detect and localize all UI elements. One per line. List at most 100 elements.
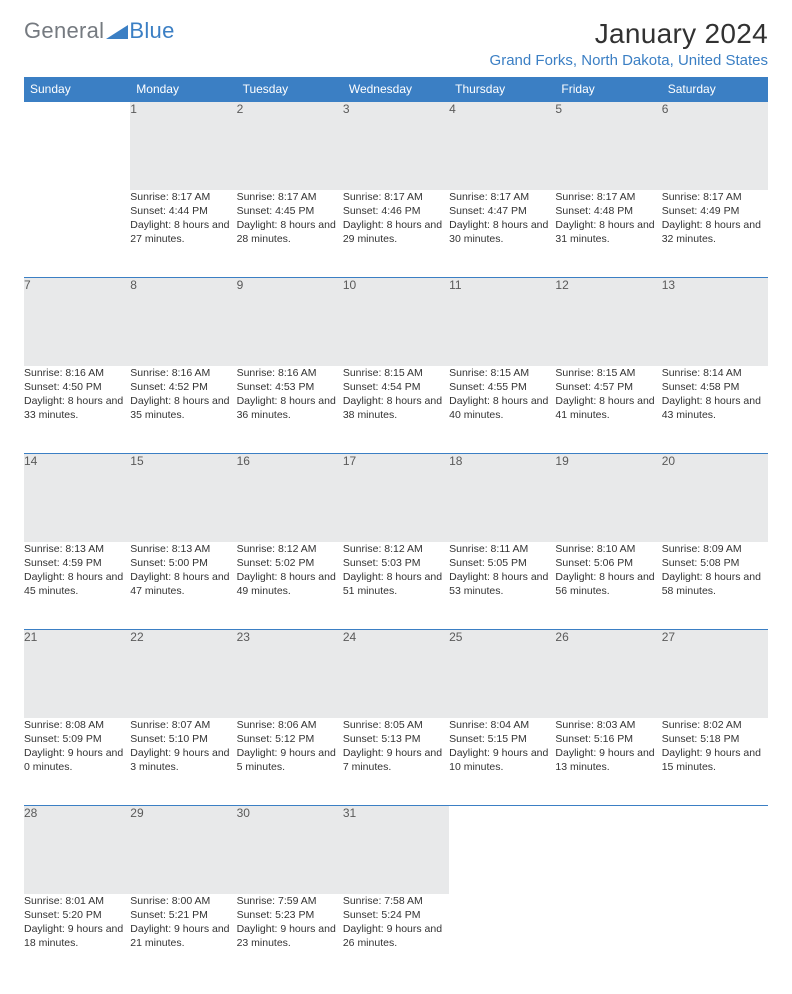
day-number-row: 21222324252627 — [24, 630, 768, 718]
brand-triangle-icon — [106, 23, 128, 39]
daylight-text: Daylight: 9 hours and 23 minutes. — [237, 922, 343, 950]
day-cell: Sunrise: 8:16 AMSunset: 4:52 PMDaylight:… — [130, 366, 236, 454]
daylight-text: Daylight: 8 hours and 29 minutes. — [343, 218, 449, 246]
day-number: 9 — [237, 278, 343, 366]
sunrise-text: Sunrise: 8:01 AM — [24, 894, 130, 908]
day-cell: Sunrise: 7:59 AMSunset: 5:23 PMDaylight:… — [237, 894, 343, 982]
day-cell: Sunrise: 8:17 AMSunset: 4:47 PMDaylight:… — [449, 190, 555, 278]
daylight-text: Daylight: 9 hours and 18 minutes. — [24, 922, 130, 950]
weekday-header: Friday — [555, 77, 661, 102]
day-cell: Sunrise: 8:10 AMSunset: 5:06 PMDaylight:… — [555, 542, 661, 630]
calendar-page: General Blue January 2024 Grand Forks, N… — [0, 0, 792, 994]
daylight-text: Daylight: 8 hours and 56 minutes. — [555, 570, 661, 598]
weekday-header: Saturday — [662, 77, 768, 102]
sunset-text: Sunset: 5:23 PM — [237, 908, 343, 922]
brand-part1: General — [24, 18, 104, 44]
sunset-text: Sunset: 5:09 PM — [24, 732, 130, 746]
daylight-text: Daylight: 8 hours and 28 minutes. — [237, 218, 343, 246]
sunset-text: Sunset: 5:06 PM — [555, 556, 661, 570]
daylight-text: Daylight: 8 hours and 49 minutes. — [237, 570, 343, 598]
day-cell: Sunrise: 8:13 AMSunset: 4:59 PMDaylight:… — [24, 542, 130, 630]
day-cell: Sunrise: 8:03 AMSunset: 5:16 PMDaylight:… — [555, 718, 661, 806]
day-number: 17 — [343, 454, 449, 542]
sunrise-text: Sunrise: 8:14 AM — [662, 366, 768, 380]
sunrise-text: Sunrise: 8:12 AM — [343, 542, 449, 556]
sunrise-text: Sunrise: 8:00 AM — [130, 894, 236, 908]
day-number-blank — [662, 806, 768, 894]
sunset-text: Sunset: 4:54 PM — [343, 380, 449, 394]
sunset-text: Sunset: 4:50 PM — [24, 380, 130, 394]
daylight-text: Daylight: 9 hours and 0 minutes. — [24, 746, 130, 774]
day-cell: Sunrise: 8:12 AMSunset: 5:03 PMDaylight:… — [343, 542, 449, 630]
daylight-text: Daylight: 9 hours and 13 minutes. — [555, 746, 661, 774]
day-cell: Sunrise: 8:15 AMSunset: 4:54 PMDaylight:… — [343, 366, 449, 454]
day-number: 11 — [449, 278, 555, 366]
sunrise-text: Sunrise: 8:16 AM — [237, 366, 343, 380]
day-number: 30 — [237, 806, 343, 894]
day-number-row: 78910111213 — [24, 278, 768, 366]
day-number: 24 — [343, 630, 449, 718]
sunrise-text: Sunrise: 8:03 AM — [555, 718, 661, 732]
sunset-text: Sunset: 5:08 PM — [662, 556, 768, 570]
sunrise-text: Sunrise: 8:17 AM — [130, 190, 236, 204]
sunrise-text: Sunrise: 8:07 AM — [130, 718, 236, 732]
location-text: Grand Forks, North Dakota, United States — [490, 52, 768, 69]
day-data-row: Sunrise: 8:08 AMSunset: 5:09 PMDaylight:… — [24, 718, 768, 806]
sunset-text: Sunset: 5:00 PM — [130, 556, 236, 570]
sunset-text: Sunset: 4:58 PM — [662, 380, 768, 394]
sunrise-text: Sunrise: 8:15 AM — [555, 366, 661, 380]
title-block: January 2024 Grand Forks, North Dakota, … — [490, 18, 768, 69]
brand-part2: Blue — [129, 18, 174, 44]
sunset-text: Sunset: 4:47 PM — [449, 204, 555, 218]
day-number: 14 — [24, 454, 130, 542]
day-cell-blank — [555, 894, 661, 982]
day-number-blank — [449, 806, 555, 894]
day-cell: Sunrise: 8:02 AMSunset: 5:18 PMDaylight:… — [662, 718, 768, 806]
sunrise-text: Sunrise: 8:17 AM — [237, 190, 343, 204]
day-number: 25 — [449, 630, 555, 718]
daylight-text: Daylight: 8 hours and 30 minutes. — [449, 218, 555, 246]
day-cell-blank — [662, 894, 768, 982]
day-cell: Sunrise: 8:06 AMSunset: 5:12 PMDaylight:… — [237, 718, 343, 806]
day-number: 6 — [662, 102, 768, 190]
sunrise-text: Sunrise: 8:12 AM — [237, 542, 343, 556]
day-cell: Sunrise: 8:13 AMSunset: 5:00 PMDaylight:… — [130, 542, 236, 630]
sunset-text: Sunset: 4:55 PM — [449, 380, 555, 394]
day-number: 31 — [343, 806, 449, 894]
daylight-text: Daylight: 8 hours and 31 minutes. — [555, 218, 661, 246]
day-number: 15 — [130, 454, 236, 542]
daylight-text: Daylight: 8 hours and 36 minutes. — [237, 394, 343, 422]
sunrise-text: Sunrise: 8:17 AM — [662, 190, 768, 204]
day-cell: Sunrise: 8:15 AMSunset: 4:57 PMDaylight:… — [555, 366, 661, 454]
sunset-text: Sunset: 5:21 PM — [130, 908, 236, 922]
day-number: 4 — [449, 102, 555, 190]
day-number-row: 123456 — [24, 102, 768, 190]
daylight-text: Daylight: 8 hours and 58 minutes. — [662, 570, 768, 598]
sunrise-text: Sunrise: 8:08 AM — [24, 718, 130, 732]
day-cell: Sunrise: 8:17 AMSunset: 4:46 PMDaylight:… — [343, 190, 449, 278]
day-cell: Sunrise: 8:17 AMSunset: 4:48 PMDaylight:… — [555, 190, 661, 278]
day-number: 27 — [662, 630, 768, 718]
weekday-header: Sunday — [24, 77, 130, 102]
day-number: 28 — [24, 806, 130, 894]
sunrise-text: Sunrise: 8:10 AM — [555, 542, 661, 556]
day-number: 10 — [343, 278, 449, 366]
day-data-row: Sunrise: 8:13 AMSunset: 4:59 PMDaylight:… — [24, 542, 768, 630]
sunset-text: Sunset: 5:16 PM — [555, 732, 661, 746]
day-number: 19 — [555, 454, 661, 542]
day-number-row: 28293031 — [24, 806, 768, 894]
sunset-text: Sunset: 4:45 PM — [237, 204, 343, 218]
day-cell: Sunrise: 8:09 AMSunset: 5:08 PMDaylight:… — [662, 542, 768, 630]
day-number-blank — [555, 806, 661, 894]
sunset-text: Sunset: 4:52 PM — [130, 380, 236, 394]
day-number: 22 — [130, 630, 236, 718]
day-number: 5 — [555, 102, 661, 190]
sunrise-text: Sunrise: 8:09 AM — [662, 542, 768, 556]
sunrise-text: Sunrise: 8:13 AM — [24, 542, 130, 556]
day-cell: Sunrise: 8:16 AMSunset: 4:53 PMDaylight:… — [237, 366, 343, 454]
page-header: General Blue January 2024 Grand Forks, N… — [24, 18, 768, 69]
day-cell: Sunrise: 8:17 AMSunset: 4:44 PMDaylight:… — [130, 190, 236, 278]
day-number-blank — [24, 102, 130, 190]
sunset-text: Sunset: 5:20 PM — [24, 908, 130, 922]
sunrise-text: Sunrise: 8:06 AM — [237, 718, 343, 732]
